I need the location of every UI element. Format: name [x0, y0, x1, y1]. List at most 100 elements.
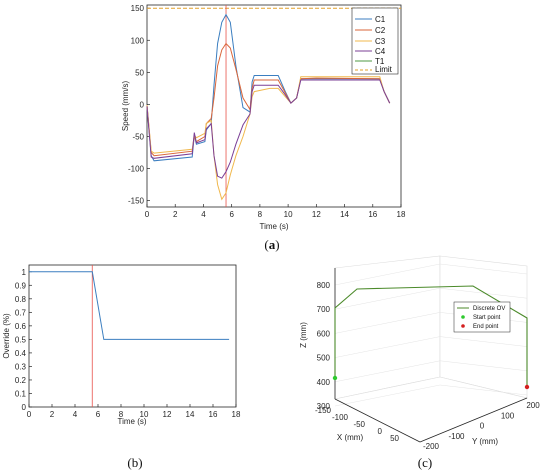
chart-c-xtick-label: -150 — [315, 406, 332, 415]
z-gridline-left — [334, 360, 441, 383]
end-point-marker — [524, 384, 530, 390]
chart-b-ytick-label: 0.7 — [15, 308, 27, 317]
chart-a-xtick-label: 6 — [229, 210, 234, 219]
chart-b-ytick-label: 0.1 — [15, 389, 27, 398]
legend-label-t1: T1 — [375, 57, 385, 66]
chart-b-xtick-label: 18 — [232, 410, 241, 419]
chart-a-xtick-label: 12 — [312, 210, 321, 219]
chart-b-ytick-label: 1 — [22, 268, 27, 277]
chart-b-ytick-label: 0 — [22, 403, 27, 412]
chart-c-xtick-label: -100 — [332, 413, 349, 422]
chart-b-xlabel: Time (s) — [117, 417, 146, 426]
legend-label-end: End point — [473, 324, 499, 330]
y-axis-line — [419, 397, 528, 443]
chart-a-legend: C1 C2 C3 C4 T1 Limit — [351, 7, 399, 75]
chart-c-ylabel: Y (mm) — [472, 437, 498, 446]
chart-b: 0 0.1 0.2 0.3 0.4 0.5 0.6 0.7 0.8 0.9 1 0 2 4 6 8 10 12 1… — [2, 264, 241, 426]
chart-a-xlabel: Time (s) — [259, 222, 288, 231]
chart-c-ztick-label: 300 — [317, 402, 331, 411]
z-gridline-right — [439, 287, 528, 299]
chart-c-ztick-label: 500 — [317, 354, 331, 363]
z-gridline-left — [334, 287, 441, 310]
chart-c-ztick-label: 600 — [317, 329, 331, 338]
chart-a-ytick-label: 150 — [131, 4, 145, 13]
chart-c-xtick-label: 0 — [378, 427, 383, 436]
z-gridline-right — [439, 384, 528, 396]
chart-a-xtick-label: 2 — [173, 210, 178, 219]
chart-a-xtick-label: 0 — [145, 210, 150, 219]
back-wall-left — [334, 255, 441, 400]
chart-a-xtick-label: 10 — [284, 210, 293, 219]
chart-b-xtick-label: 4 — [73, 410, 78, 419]
z-gridline-left — [334, 336, 441, 358]
chart-a-ytick-label: -150 — [128, 197, 145, 206]
z-gridline-right — [439, 336, 528, 347]
override-line — [29, 271, 230, 340]
chart-a-ytick-label: 100 — [131, 36, 145, 45]
legend-label-c2: C2 — [375, 26, 386, 35]
chart-b-ytick-label: 0.4 — [15, 349, 27, 358]
chart-c-ytick-label: -100 — [448, 432, 465, 441]
chart-b-ytick-label: 0.8 — [15, 295, 27, 304]
chart-c-ytick-label: -200 — [423, 442, 440, 451]
chart-a-xtick-label: 18 — [397, 210, 406, 219]
legend-label-start: Start point — [473, 315, 501, 321]
z-gridline-left — [334, 384, 441, 407]
chart-a-ytick-label: -100 — [128, 165, 145, 174]
chart-a-xtick-label: 8 — [258, 210, 263, 219]
chart-c-ztick-label: 400 — [317, 378, 331, 387]
chart-b-ytick-label: 0.6 — [15, 322, 27, 331]
chart-a-xtick-label: 16 — [368, 210, 377, 219]
chart-c-ztick-label: 700 — [317, 305, 331, 314]
chart-b-xtick-label: 10 — [140, 410, 149, 419]
caption-b: (b) — [127, 455, 142, 470]
z-gridline-left — [334, 312, 441, 334]
legend-label-discrete-ov: Discrete OV — [473, 306, 505, 312]
chart-a-ytick-label: -50 — [132, 132, 144, 141]
chart-c-ytick-label: 200 — [526, 401, 540, 410]
legend-label-c4: C4 — [375, 47, 386, 56]
caption-c: (c) — [418, 455, 432, 470]
start-point-marker — [332, 375, 338, 381]
legend-label-limit: Limit — [375, 65, 393, 74]
z-gridline-right — [439, 360, 528, 372]
chart-b-ytick-label: 0.2 — [15, 376, 27, 385]
chart-c-ytick-label: 100 — [501, 411, 515, 420]
legend-swatch-start — [461, 315, 465, 319]
chart-b-xtick-label: 8 — [119, 410, 124, 419]
chart-c-ztick-label: 800 — [317, 281, 331, 290]
caption-a: (a) — [264, 237, 279, 252]
chart-a-ytick-label: 50 — [135, 68, 144, 77]
legend-label-c1: C1 — [375, 15, 386, 24]
chart-b-ytick-label: 0.9 — [15, 281, 27, 290]
chart-c-xlabel: X (mm) — [337, 433, 364, 442]
chart-a-xtick-label: 4 — [201, 210, 206, 219]
chart-b-frame — [28, 264, 237, 408]
chart-c-xtick-label: -50 — [353, 420, 365, 429]
chart-b-xtick-label: 0 — [27, 410, 32, 419]
chart-c-xtick-label: 50 — [390, 434, 399, 443]
chart-a: -150 -100 -50 0 50 100 150 0 2 4 6 8 10 12 14 16 18 Tim… — [121, 4, 406, 231]
chart-b-ytick-label: 0.3 — [15, 362, 27, 371]
x-axis-line — [334, 398, 421, 443]
chart-b-ylabel: Override (%) — [2, 313, 11, 359]
legend-swatch-end — [461, 324, 465, 328]
chart-a-ylabel: Speed (mm/s) — [121, 81, 130, 132]
chart-b-xtick-label: 12 — [163, 410, 172, 419]
chart-c-zlabel: Z (mm) — [299, 322, 308, 348]
chart-b-xtick-label: 6 — [96, 410, 101, 419]
series-line-c4 — [146, 79, 391, 179]
chart-b-xtick-label: 16 — [209, 410, 218, 419]
chart-b-ytick-label: 0.5 — [15, 335, 27, 344]
z-gridline-right — [439, 263, 528, 275]
chart-c-legend: Discrete OV Start point End point — [453, 301, 511, 333]
chart-b-xtick-label: 14 — [186, 410, 195, 419]
chart-a-ytick-label: 0 — [140, 100, 145, 109]
chart-b-xtick-label: 2 — [50, 410, 55, 419]
chart-c-ytick-label: 0 — [480, 422, 485, 431]
z-gridline-left — [334, 263, 441, 286]
discrete-ov-path — [334, 285, 528, 387]
chart-a-xtick-label: 14 — [340, 210, 349, 219]
